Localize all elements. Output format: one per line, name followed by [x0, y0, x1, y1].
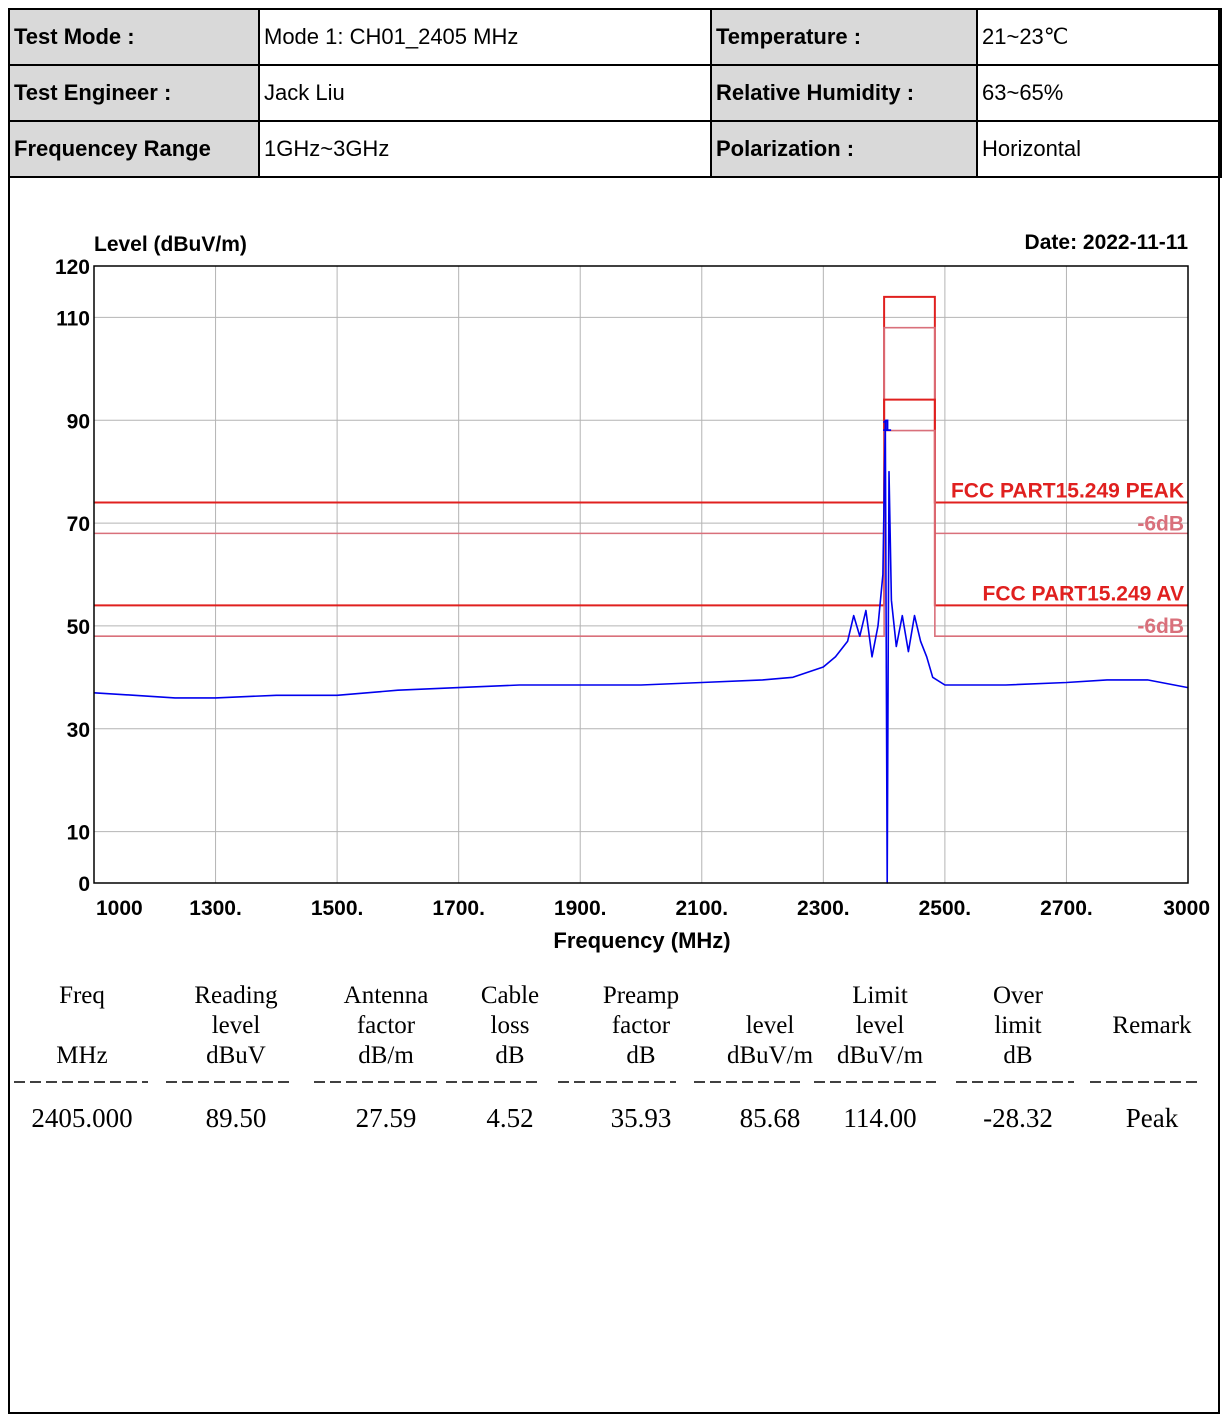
limit-label: FCC PART15.249 AV [983, 582, 1185, 605]
y-tick-label: 30 [67, 719, 90, 742]
table-header-cell: Antenna [344, 982, 429, 1009]
table-data-cell: 85.68 [740, 1103, 801, 1133]
table-header-cell: Reading [194, 982, 278, 1009]
x-tick-label: 2300. [797, 897, 850, 920]
value-temperature: 21~23℃ [976, 8, 1222, 66]
value-polarization: Horizontal [976, 120, 1222, 178]
x-tick-label: 1300. [189, 897, 242, 920]
x-tick-label: 1000 [96, 897, 143, 920]
limit-label: -6dB [1137, 615, 1184, 638]
axis-ticks: 0 10 30 50 70 90 110 120 1000 1300. 1500. 1700. 1900… [55, 256, 1210, 920]
table-data-cell: -28.32 [983, 1103, 1053, 1133]
table-header-cell: Cable [481, 982, 539, 1009]
table-data-cell: 114.00 [843, 1103, 916, 1133]
table-header-cell: Over [993, 982, 1044, 1009]
table-header-cell: loss [491, 1012, 530, 1039]
test-info-table: Test Mode : Mode 1: CH01_2405 MHz Temper… [8, 8, 1222, 178]
trace-layer: 1 [93, 416, 1189, 884]
x-tick-label: 1500. [311, 897, 364, 920]
info-row: Frequencey Range 1GHz~3GHz Polarization … [8, 120, 1222, 178]
table-data-cell: 27.59 [356, 1103, 417, 1133]
x-axis-label: Frequency (MHz) [553, 928, 730, 953]
limit-line [94, 326, 1188, 535]
y-axis-label: Level (dBuV/m) [94, 233, 247, 256]
label-temperature: Temperature : [710, 8, 978, 66]
label-polarization: Polarization : [710, 120, 978, 178]
y-tick-label: 0 [78, 873, 90, 896]
table-header-cell: dBuV/m [727, 1042, 814, 1069]
y-tick-label: 70 [67, 513, 90, 536]
table-header-cell: level [856, 1012, 905, 1039]
spectrum-chart: FCC PART15.249 PEAK -6dB FCC PART15.249 AV… [55, 231, 1210, 953]
table-header-cell: dBuV/m [837, 1042, 924, 1069]
table-header-cell: dB [495, 1042, 524, 1069]
table-header-cell: Preamp [603, 982, 679, 1009]
value-humidity: 63~65% [976, 64, 1222, 122]
x-tick-label: 1900. [554, 897, 607, 920]
table-header-cell: Freq [59, 982, 105, 1009]
readings-table: Freq Reading Antenna Cable Preamp Limit Over le… [14, 982, 1200, 1133]
value-test-mode: Mode 1: CH01_2405 MHz [258, 8, 712, 66]
y-tick-label: 110 [56, 307, 90, 330]
label-test-engineer: Test Engineer : [8, 64, 260, 122]
table-header-cell: factor [612, 1012, 671, 1039]
label-frequency-range: Frequencey Range [8, 120, 260, 178]
limit-line [94, 295, 1188, 504]
table-header-cell: dB/m [358, 1042, 414, 1069]
limit-lines: FCC PART15.249 PEAK -6dB FCC PART15.249 AV… [94, 295, 1188, 638]
table-header-cell: Remark [1112, 1012, 1192, 1039]
chart-grid [94, 266, 1188, 883]
info-row: Test Engineer : Jack Liu Relative Humidi… [8, 64, 1222, 122]
limit-label: FCC PART15.249 PEAK [951, 480, 1184, 503]
y-tick-label: 120 [55, 256, 90, 279]
limit-label: -6dB [1137, 512, 1184, 535]
trace-line [93, 419, 1189, 884]
limit-line [94, 398, 1188, 607]
y-tick-label: 90 [67, 410, 90, 433]
x-tick-label: 2700. [1040, 897, 1093, 920]
value-frequency-range: 1GHz~3GHz [258, 120, 712, 178]
table-header-cell: dBuV [206, 1042, 266, 1069]
plot-border [93, 265, 1189, 884]
x-tick-label: 3000 [1163, 897, 1210, 920]
table-header-cell: dB [626, 1042, 655, 1069]
table-header-cell: level [746, 1012, 795, 1039]
limit-line [94, 429, 1188, 637]
table-header-cell: dB [1003, 1042, 1032, 1069]
value-test-engineer: Jack Liu [258, 64, 712, 122]
info-row: Test Mode : Mode 1: CH01_2405 MHz Temper… [8, 8, 1222, 66]
table-header-cell: level [212, 1012, 261, 1039]
label-test-mode: Test Mode : [8, 8, 260, 66]
table-data-cell: 35.93 [611, 1103, 672, 1133]
table-data-cell: Peak [1126, 1103, 1179, 1133]
y-tick-label: 10 [67, 822, 90, 845]
x-tick-label: 1700. [432, 897, 485, 920]
marker-label: 1 [882, 416, 891, 435]
table-header-cell: limit [994, 1012, 1041, 1039]
table-data-cell: 2405.000 [31, 1103, 132, 1133]
label-humidity: Relative Humidity : [710, 64, 978, 122]
table-data-cell: 89.50 [206, 1103, 267, 1133]
x-tick-label: 2500. [919, 897, 972, 920]
table-header-cell: factor [357, 1012, 416, 1039]
date-label: Date: 2022-11-11 [1025, 231, 1189, 254]
x-tick-label: 2100. [675, 897, 728, 920]
table-data-cell: 4.52 [486, 1103, 533, 1133]
table-header-cell: Limit [852, 982, 908, 1009]
table-header-cell: MHz [56, 1042, 107, 1069]
y-tick-label: 50 [67, 616, 90, 639]
